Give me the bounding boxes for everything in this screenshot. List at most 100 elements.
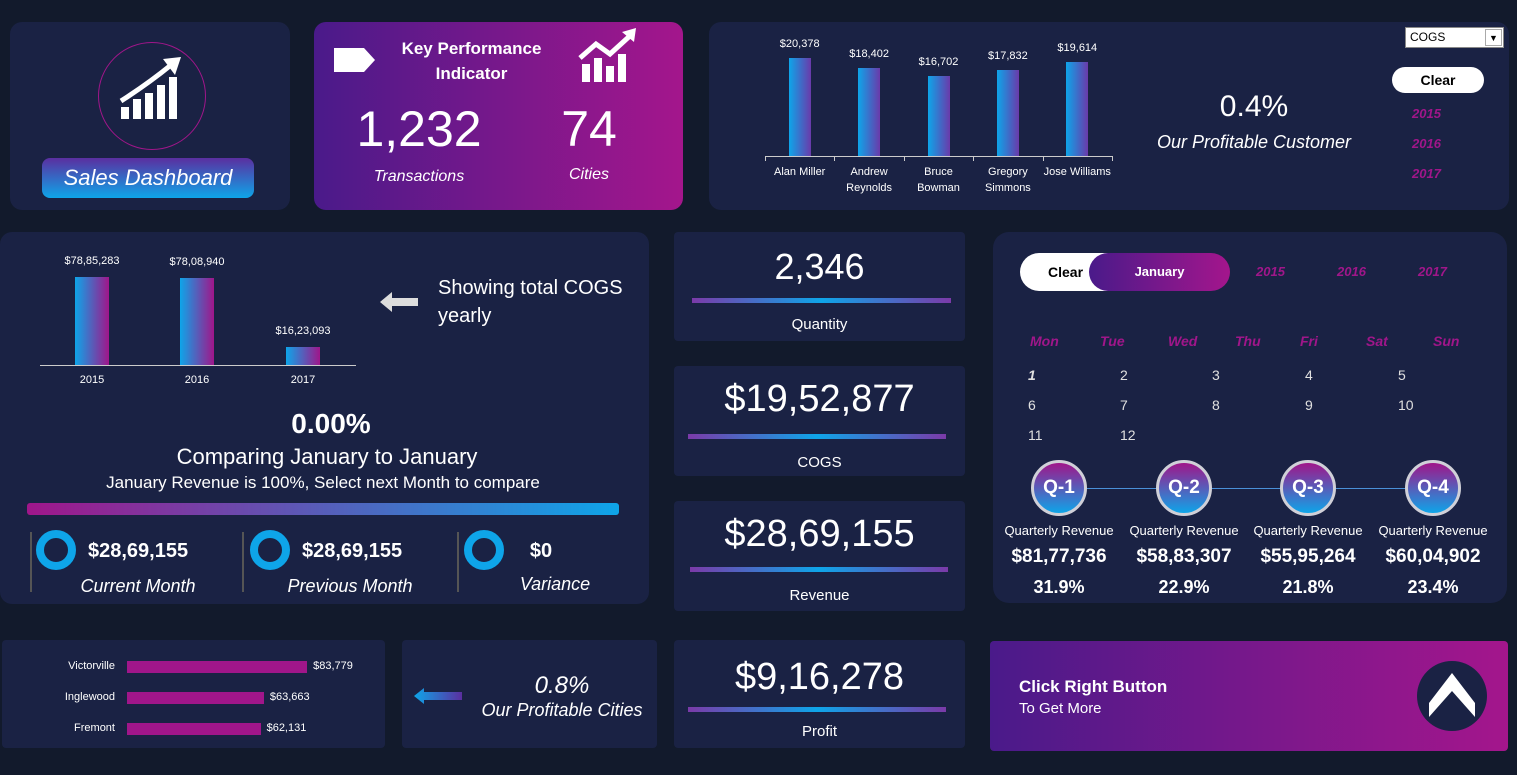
quarter-button[interactable]: Q-1 xyxy=(1031,460,1087,516)
quarter-caption: Quarterly Revenue xyxy=(1378,523,1488,538)
quarter-button[interactable]: Q-2 xyxy=(1156,460,1212,516)
bar xyxy=(788,58,811,156)
calendar-day[interactable]: 11 xyxy=(1028,427,1043,443)
data-label: $83,779 xyxy=(313,660,353,672)
bar xyxy=(927,75,950,156)
divider xyxy=(242,532,244,592)
yearly-cogs-chart: $78,85,283 2015 $78,08,940 2016 $16,23,093 20… xyxy=(0,232,370,392)
profitable-customer-percent: 0.4% xyxy=(1219,90,1289,123)
quarter-percent: 21.8% xyxy=(1282,577,1334,597)
x-axis-line xyxy=(765,156,1112,157)
cta-title: Click Right Button xyxy=(1019,677,1168,696)
variance-label: Variance xyxy=(519,574,591,594)
chevron-up-icon xyxy=(1429,673,1475,717)
data-label: $63,663 xyxy=(269,691,310,703)
cta-subtitle: To Get More xyxy=(1019,700,1102,717)
card-underline xyxy=(688,434,946,439)
customer-panel: $20,378 Alan Miller $18,402 Andrew Reynolds… xyxy=(709,22,1509,210)
card-underline xyxy=(690,567,948,572)
quarter-caption: Quarterly Revenue xyxy=(1253,523,1363,538)
tick-label: Alan Miller xyxy=(774,166,826,178)
chevron-up-button[interactable] xyxy=(1417,661,1487,731)
growth-chart-icon xyxy=(98,42,206,150)
quantity-label: Quantity xyxy=(791,316,848,333)
logo-panel: Sales Dashboard xyxy=(10,22,290,210)
quarter-button[interactable]: Q-4 xyxy=(1405,460,1461,516)
chevron-down-icon[interactable]: ▼ xyxy=(1485,29,1502,46)
calendar-year-2017[interactable]: 2017 xyxy=(1418,264,1447,279)
calendar-day[interactable]: 4 xyxy=(1305,367,1313,383)
previous-month-label: Previous Month xyxy=(287,576,413,596)
ring-icon xyxy=(464,530,504,570)
year-filter-2017[interactable]: 2017 xyxy=(1412,166,1441,181)
divider xyxy=(30,532,32,592)
divider xyxy=(457,532,459,592)
quarter-caption: Quarterly Revenue xyxy=(1004,523,1114,538)
calendar-day[interactable]: 7 xyxy=(1120,397,1128,413)
quarter-button[interactable]: Q-3 xyxy=(1280,460,1336,516)
calendar-day[interactable]: 2 xyxy=(1120,367,1128,383)
ring-icon xyxy=(250,530,290,570)
clear-button[interactable]: Clear xyxy=(1392,67,1484,93)
quarter-percent: 31.9% xyxy=(1033,577,1085,597)
kpi-title: Key Performance Indicator xyxy=(384,36,559,86)
weekday-label: Wed xyxy=(1168,333,1198,349)
calendar-day[interactable]: 3 xyxy=(1212,367,1220,383)
year-filter-2015[interactable]: 2015 xyxy=(1412,106,1441,121)
quarter-revenue: $55,95,264 xyxy=(1260,546,1356,567)
tick-label: Andrew Reynolds xyxy=(846,166,893,194)
profit-value: $9,16,278 xyxy=(734,656,905,698)
calendar-day[interactable]: 5 xyxy=(1398,367,1406,383)
calendar-day[interactable]: 6 xyxy=(1028,397,1036,413)
weekday-label: Tue xyxy=(1100,333,1125,349)
tick-label: Gregory Simmons xyxy=(984,166,1031,194)
data-label: $17,832 xyxy=(988,50,1028,63)
weekday-label: Sat xyxy=(1366,333,1388,349)
calendar-day[interactable]: 1 xyxy=(1028,367,1036,383)
data-label: $78,08,940 xyxy=(169,255,225,268)
cities-chart: Victorville $83,779 Inglewood $63,663 Fremon… xyxy=(2,640,385,748)
weekday-label: Mon xyxy=(1030,333,1059,349)
quantity-card: 2,346 Quantity xyxy=(674,232,965,341)
weekday-label: Sun xyxy=(1433,333,1460,349)
bar xyxy=(286,346,320,365)
cta-panel: Click Right Button To Get More xyxy=(990,641,1508,751)
kpi-title-line2: Indicator xyxy=(435,64,508,83)
comparison-subtitle: January Revenue is 100%, Select next Mon… xyxy=(106,473,540,492)
tag-icon xyxy=(334,48,375,72)
year-filter-2016[interactable]: 2016 xyxy=(1412,136,1441,151)
cities-chart-panel: Victorville $83,779 Inglewood $63,663 Fremon… xyxy=(2,640,385,748)
calendar-year-2016[interactable]: 2016 xyxy=(1337,264,1366,279)
bar xyxy=(127,661,308,673)
x-axis-line xyxy=(40,365,356,366)
bar xyxy=(996,70,1019,156)
cogs-label: COGS xyxy=(797,454,842,471)
transactions-value: 1,232 xyxy=(356,101,482,157)
calendar-panel: Clear January 2015 2016 2017 Mon Tue Wed Th… xyxy=(993,232,1507,603)
card-underline xyxy=(692,298,951,303)
measure-dropdown[interactable]: COGS ▼ xyxy=(1405,27,1504,48)
calendar-day[interactable]: 10 xyxy=(1398,397,1414,413)
quarter-percent: 23.4% xyxy=(1407,577,1459,597)
data-label: $19,614 xyxy=(1057,41,1098,54)
calendar-day[interactable]: 9 xyxy=(1305,397,1313,413)
calendar-year-2015[interactable]: 2015 xyxy=(1256,264,1285,279)
yearly-cogs-panel: $78,85,283 2015 $78,08,940 2016 $16,23,093 20… xyxy=(0,232,649,604)
transactions-label: Transactions xyxy=(373,168,465,185)
calendar-day[interactable]: 8 xyxy=(1212,397,1220,413)
bar xyxy=(75,276,109,365)
calendar-day[interactable]: 12 xyxy=(1120,427,1136,443)
month-button-january[interactable]: January xyxy=(1089,253,1230,291)
profit-label: Profit xyxy=(801,723,837,740)
comparison-gradient-bar xyxy=(27,503,619,515)
kpi-title-line1: Key Performance xyxy=(401,39,542,58)
quarter-revenue: $58,83,307 xyxy=(1136,546,1232,567)
tick-label: Victorville xyxy=(68,660,115,672)
bar xyxy=(127,692,264,704)
dropdown-value: COGS xyxy=(1410,30,1446,44)
sales-dashboard-button[interactable]: Sales Dashboard xyxy=(42,158,254,198)
cogs-card: $19,52,877 COGS xyxy=(674,366,965,476)
ring-icon xyxy=(36,530,76,570)
tick-mark xyxy=(834,156,836,161)
profitable-cities-percent: 0.8% xyxy=(534,672,590,699)
